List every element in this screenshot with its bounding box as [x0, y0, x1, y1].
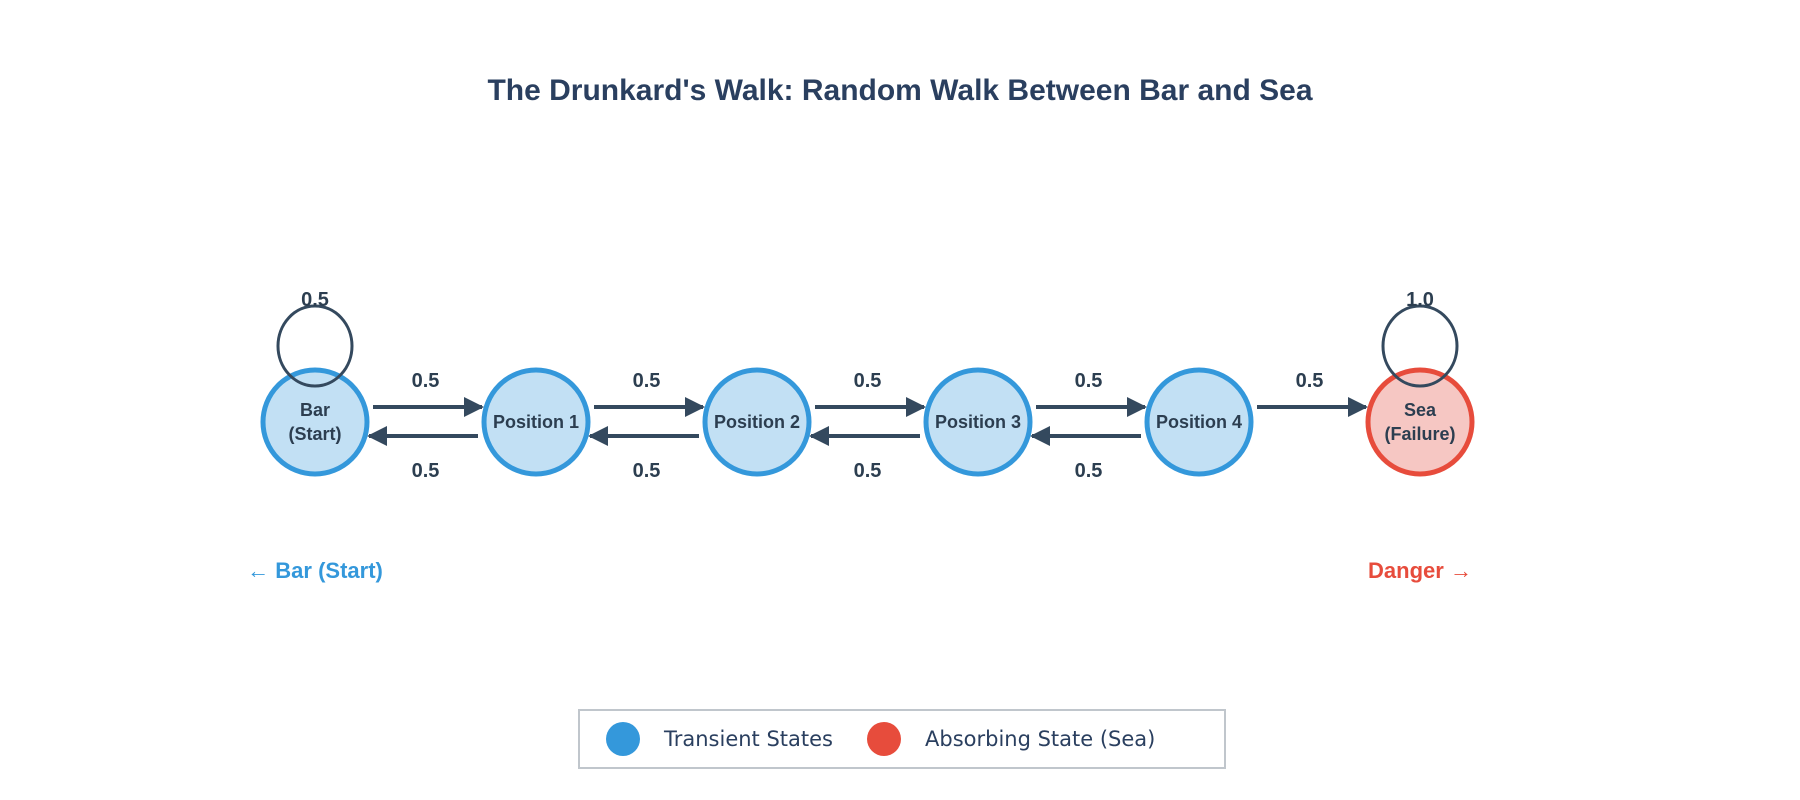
- node-circle: [923, 367, 1033, 477]
- node-p2[interactable]: Position 2: [702, 367, 812, 477]
- node-sea[interactable]: Sea (Failure): [1365, 367, 1475, 477]
- self-loop-bar: [276, 304, 354, 388]
- node-label: Position 4: [1156, 412, 1242, 432]
- nodes-layer: Bar (Start) Position 1 Position 2 Position 3…: [260, 367, 1475, 477]
- node-label: Bar: [300, 400, 330, 420]
- legend-label: Transient States: [664, 727, 833, 751]
- edge-label: 0.5: [412, 460, 440, 482]
- edge-label: 0.5: [633, 370, 661, 392]
- node-circle: [481, 367, 591, 477]
- node-circle: [702, 367, 812, 477]
- edge-label: 1.0: [1406, 289, 1434, 311]
- edge-label: 0.5: [633, 460, 661, 482]
- danger-annotation: Danger →: [1368, 558, 1472, 583]
- diagram-title: The Drunkard's Walk: Random Walk Between…: [487, 74, 1312, 107]
- edge-label: 0.5: [854, 370, 882, 392]
- node-label: Position 2: [714, 412, 800, 432]
- self-loop-sea: [1381, 304, 1459, 388]
- node-circle: [260, 367, 370, 477]
- node-label: Sea: [1404, 400, 1437, 420]
- legend-item-transient[interactable]: Transient States: [606, 722, 833, 756]
- legend-item-absorbing[interactable]: Absorbing State (Sea): [867, 722, 1155, 756]
- node-label: Position 1: [493, 412, 579, 432]
- legend: Transient States Absorbing State (Sea): [578, 709, 1226, 769]
- edge-label: 0.5: [1296, 370, 1324, 392]
- legend-label: Absorbing State (Sea): [925, 727, 1156, 751]
- edge-label: 0.5: [1075, 460, 1103, 482]
- node-circle: [1144, 367, 1254, 477]
- node-label: (Failure): [1384, 424, 1455, 444]
- node-p4[interactable]: Position 4: [1144, 367, 1254, 477]
- node-label: (Start): [289, 424, 342, 444]
- loops-layer: 0.5 1.0: [276, 289, 1459, 388]
- node-label: Position 3: [935, 412, 1021, 432]
- node-circle: [1365, 367, 1475, 477]
- absorbing-marker-icon: [867, 722, 901, 756]
- edge-label: 0.5: [301, 289, 329, 311]
- edge-label: 0.5: [854, 460, 882, 482]
- bar-start-annotation: ← Bar (Start): [247, 558, 383, 583]
- edge-label: 0.5: [1075, 370, 1103, 392]
- node-bar[interactable]: Bar (Start): [260, 367, 370, 477]
- edges-layer: 0.5 0.5 0.5 0.5 0.5 0.5 0.5 0.5 0.5: [367, 370, 1368, 482]
- transient-marker-icon: [606, 722, 640, 756]
- node-p3[interactable]: Position 3: [923, 367, 1033, 477]
- node-p1[interactable]: Position 1: [481, 367, 591, 477]
- edge-label: 0.5: [412, 370, 440, 392]
